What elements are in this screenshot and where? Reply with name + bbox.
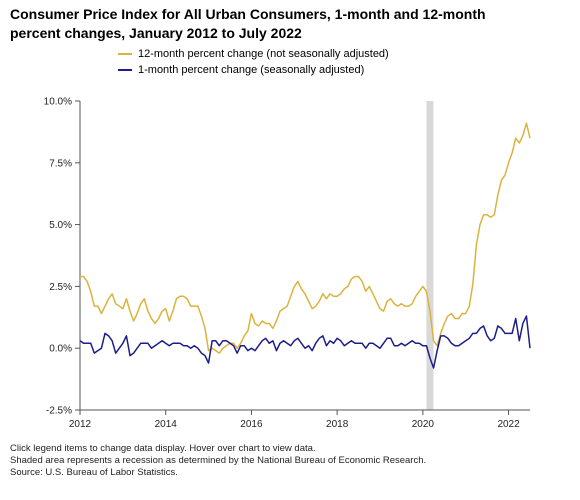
chart-title: Consumer Price Index for All Urban Consu…	[10, 5, 570, 43]
chart-title-line-2: percent changes, January 2012 to July 20…	[10, 25, 302, 41]
y-tick-label: 2.5%	[49, 282, 72, 293]
x-tick-label: 2012	[69, 419, 92, 430]
y-tick-label: 7.5%	[49, 158, 72, 169]
y-tick-label: -2.5%	[46, 406, 72, 417]
chart-title-line-1: Consumer Price Index for All Urban Consu…	[10, 6, 486, 22]
legend-swatch-12-month	[118, 53, 132, 55]
footer-note-source: Source: U.S. Bureau of Labor Statistics.	[10, 467, 178, 478]
y-tick-label: 5.0%	[49, 220, 72, 231]
y-tick-label: 10.0%	[44, 97, 72, 108]
series-line-12-month	[80, 122, 531, 354]
footer-note-interaction: Click legend items to change data displa…	[10, 443, 316, 454]
legend: 12-month percent change (not seasonally …	[118, 46, 389, 78]
x-tick-label: 2018	[326, 419, 349, 430]
series-line-1-month	[79, 315, 531, 369]
x-tick-label: 2014	[155, 419, 178, 430]
recession-band	[426, 101, 434, 410]
legend-item-1-month[interactable]: 1-month percent change (seasonally adjus…	[118, 62, 389, 78]
y-tick-label: 0.0%	[49, 344, 72, 355]
legend-item-12-month[interactable]: 12-month percent change (not seasonally …	[118, 46, 389, 62]
chart-svg[interactable]: 10.0% 7.5% 5.0% 2.5% 0.0% -2.5% 2012 2014 2016 20…	[0, 0, 580, 440]
legend-swatch-1-month	[118, 69, 132, 71]
footer-note-recession: Shaded area represents a recession as de…	[10, 455, 427, 466]
legend-label-12-month: 12-month percent change (not seasonally …	[138, 48, 389, 60]
x-tick-label: 2022	[497, 419, 520, 430]
x-tick-label: 2020	[412, 419, 435, 430]
footer-notes: Click legend items to change data displa…	[10, 443, 570, 479]
x-tick-label: 2016	[240, 419, 263, 430]
legend-label-1-month: 1-month percent change (seasonally adjus…	[138, 64, 365, 76]
